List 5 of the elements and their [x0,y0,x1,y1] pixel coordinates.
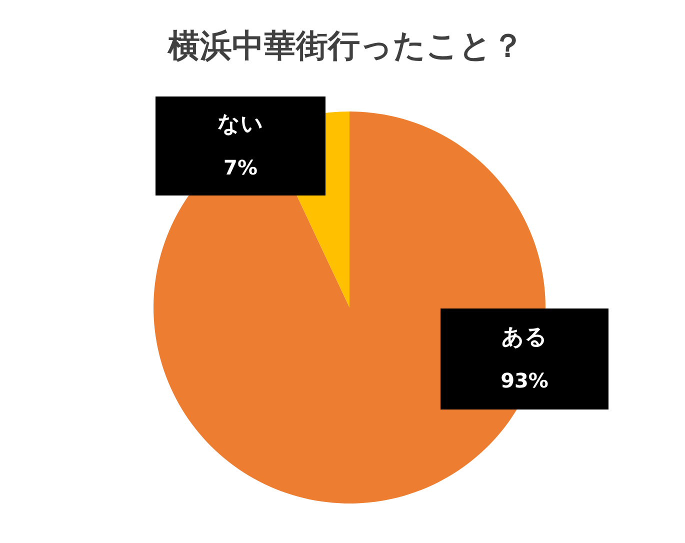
data-label: 93% [500,368,548,392]
chart-title: 横浜中華街行ったこと？ [167,26,524,64]
slice-label: ない [218,112,264,137]
data-label: 7% [224,156,258,180]
slice-label: ある [502,325,548,350]
